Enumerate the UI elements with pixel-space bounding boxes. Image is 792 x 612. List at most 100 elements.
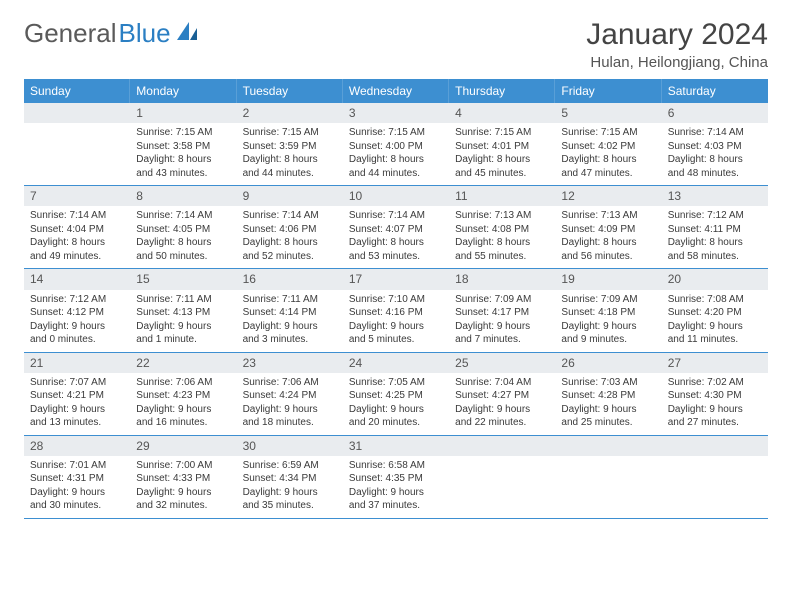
- day-sunrise: Sunrise: 7:09 AM: [455, 293, 549, 307]
- day-dl2: and 9 minutes.: [561, 333, 655, 347]
- day-dl2: and 55 minutes.: [455, 250, 549, 264]
- day-number: 26: [555, 353, 661, 373]
- day-body: Sunrise: 7:14 AMSunset: 4:06 PMDaylight:…: [237, 206, 343, 268]
- logo-text-general: General: [24, 18, 117, 49]
- day-dl1: Daylight: 8 hours: [136, 153, 230, 167]
- day-number: 15: [130, 269, 236, 289]
- day-cell: 23Sunrise: 7:06 AMSunset: 4:24 PMDayligh…: [237, 353, 343, 435]
- day-dl1: Daylight: 9 hours: [30, 320, 124, 334]
- day-number: 30: [237, 436, 343, 456]
- day-sunrise: Sunrise: 7:06 AM: [243, 376, 337, 390]
- day-number: 10: [343, 186, 449, 206]
- day-dl1: Daylight: 9 hours: [668, 320, 762, 334]
- day-cell: [24, 103, 130, 185]
- week-row: 14Sunrise: 7:12 AMSunset: 4:12 PMDayligh…: [24, 269, 768, 352]
- day-body: Sunrise: 7:13 AMSunset: 4:09 PMDaylight:…: [555, 206, 661, 268]
- day-body: Sunrise: 7:05 AMSunset: 4:25 PMDaylight:…: [343, 373, 449, 435]
- day-body: Sunrise: 7:01 AMSunset: 4:31 PMDaylight:…: [24, 456, 130, 518]
- day-sunrise: Sunrise: 7:15 AM: [561, 126, 655, 140]
- day-sunrise: Sunrise: 7:12 AM: [668, 209, 762, 223]
- day-body: Sunrise: 7:09 AMSunset: 4:18 PMDaylight:…: [555, 290, 661, 352]
- day-dl2: and 53 minutes.: [349, 250, 443, 264]
- weeks-container: 1Sunrise: 7:15 AMSunset: 3:58 PMDaylight…: [24, 103, 768, 519]
- day-sunset: Sunset: 4:27 PM: [455, 389, 549, 403]
- day-cell: 26Sunrise: 7:03 AMSunset: 4:28 PMDayligh…: [555, 353, 661, 435]
- weekday-wednesday: Wednesday: [343, 79, 449, 103]
- day-number: [24, 103, 130, 123]
- day-sunset: Sunset: 4:35 PM: [349, 472, 443, 486]
- day-dl2: and 16 minutes.: [136, 416, 230, 430]
- day-cell: 11Sunrise: 7:13 AMSunset: 4:08 PMDayligh…: [449, 186, 555, 268]
- day-sunrise: Sunrise: 7:07 AM: [30, 376, 124, 390]
- day-sunset: Sunset: 3:58 PM: [136, 140, 230, 154]
- day-number: 7: [24, 186, 130, 206]
- day-sunrise: Sunrise: 7:09 AM: [561, 293, 655, 307]
- day-sunrise: Sunrise: 7:13 AM: [455, 209, 549, 223]
- day-dl2: and 5 minutes.: [349, 333, 443, 347]
- day-dl2: and 1 minute.: [136, 333, 230, 347]
- day-number: 12: [555, 186, 661, 206]
- day-sunset: Sunset: 4:23 PM: [136, 389, 230, 403]
- day-number: 11: [449, 186, 555, 206]
- day-number: 29: [130, 436, 236, 456]
- day-dl2: and 32 minutes.: [136, 499, 230, 513]
- day-cell: 31Sunrise: 6:58 AMSunset: 4:35 PMDayligh…: [343, 436, 449, 518]
- day-cell: 15Sunrise: 7:11 AMSunset: 4:13 PMDayligh…: [130, 269, 236, 351]
- day-number: [449, 436, 555, 456]
- day-body: Sunrise: 7:09 AMSunset: 4:17 PMDaylight:…: [449, 290, 555, 352]
- day-sunset: Sunset: 4:25 PM: [349, 389, 443, 403]
- day-number: 5: [555, 103, 661, 123]
- day-body: Sunrise: 7:06 AMSunset: 4:24 PMDaylight:…: [237, 373, 343, 435]
- day-sunrise: Sunrise: 7:05 AM: [349, 376, 443, 390]
- day-cell: 22Sunrise: 7:06 AMSunset: 4:23 PMDayligh…: [130, 353, 236, 435]
- day-dl2: and 18 minutes.: [243, 416, 337, 430]
- day-cell: 16Sunrise: 7:11 AMSunset: 4:14 PMDayligh…: [237, 269, 343, 351]
- day-dl2: and 44 minutes.: [349, 167, 443, 181]
- day-sunset: Sunset: 4:28 PM: [561, 389, 655, 403]
- day-number: 21: [24, 353, 130, 373]
- day-number: 22: [130, 353, 236, 373]
- day-body: Sunrise: 7:13 AMSunset: 4:08 PMDaylight:…: [449, 206, 555, 268]
- day-sunrise: Sunrise: 7:04 AM: [455, 376, 549, 390]
- day-body: Sunrise: 7:15 AMSunset: 4:01 PMDaylight:…: [449, 123, 555, 185]
- day-dl2: and 44 minutes.: [243, 167, 337, 181]
- day-body: Sunrise: 7:07 AMSunset: 4:21 PMDaylight:…: [24, 373, 130, 435]
- day-body: Sunrise: 7:04 AMSunset: 4:27 PMDaylight:…: [449, 373, 555, 435]
- day-dl2: and 50 minutes.: [136, 250, 230, 264]
- day-number: 9: [237, 186, 343, 206]
- day-dl1: Daylight: 8 hours: [455, 236, 549, 250]
- day-sunset: Sunset: 4:17 PM: [455, 306, 549, 320]
- day-number: 1: [130, 103, 236, 123]
- weekday-tuesday: Tuesday: [237, 79, 343, 103]
- logo-text-blue: Blue: [119, 18, 171, 49]
- day-body: Sunrise: 7:10 AMSunset: 4:16 PMDaylight:…: [343, 290, 449, 352]
- day-dl1: Daylight: 9 hours: [668, 403, 762, 417]
- day-cell: 19Sunrise: 7:09 AMSunset: 4:18 PMDayligh…: [555, 269, 661, 351]
- day-number: 20: [662, 269, 768, 289]
- day-dl1: Daylight: 9 hours: [561, 320, 655, 334]
- day-sunrise: Sunrise: 7:12 AM: [30, 293, 124, 307]
- day-dl2: and 37 minutes.: [349, 499, 443, 513]
- day-cell: 7Sunrise: 7:14 AMSunset: 4:04 PMDaylight…: [24, 186, 130, 268]
- day-sunrise: Sunrise: 7:15 AM: [243, 126, 337, 140]
- day-dl2: and 27 minutes.: [668, 416, 762, 430]
- day-dl1: Daylight: 9 hours: [455, 320, 549, 334]
- day-cell: 17Sunrise: 7:10 AMSunset: 4:16 PMDayligh…: [343, 269, 449, 351]
- day-sunrise: Sunrise: 7:10 AM: [349, 293, 443, 307]
- day-body: Sunrise: 7:03 AMSunset: 4:28 PMDaylight:…: [555, 373, 661, 435]
- day-body: Sunrise: 7:14 AMSunset: 4:05 PMDaylight:…: [130, 206, 236, 268]
- day-number: [555, 436, 661, 456]
- day-dl1: Daylight: 8 hours: [349, 236, 443, 250]
- day-dl2: and 30 minutes.: [30, 499, 124, 513]
- day-sunset: Sunset: 4:34 PM: [243, 472, 337, 486]
- day-sunrise: Sunrise: 7:11 AM: [136, 293, 230, 307]
- day-number: [662, 436, 768, 456]
- day-body: Sunrise: 7:06 AMSunset: 4:23 PMDaylight:…: [130, 373, 236, 435]
- day-sunset: Sunset: 4:02 PM: [561, 140, 655, 154]
- title-block: January 2024 Hulan, Heilongjiang, China: [586, 18, 768, 71]
- day-sunset: Sunset: 4:01 PM: [455, 140, 549, 154]
- day-cell: [555, 436, 661, 518]
- day-dl1: Daylight: 9 hours: [349, 320, 443, 334]
- day-dl1: Daylight: 9 hours: [243, 320, 337, 334]
- day-cell: 2Sunrise: 7:15 AMSunset: 3:59 PMDaylight…: [237, 103, 343, 185]
